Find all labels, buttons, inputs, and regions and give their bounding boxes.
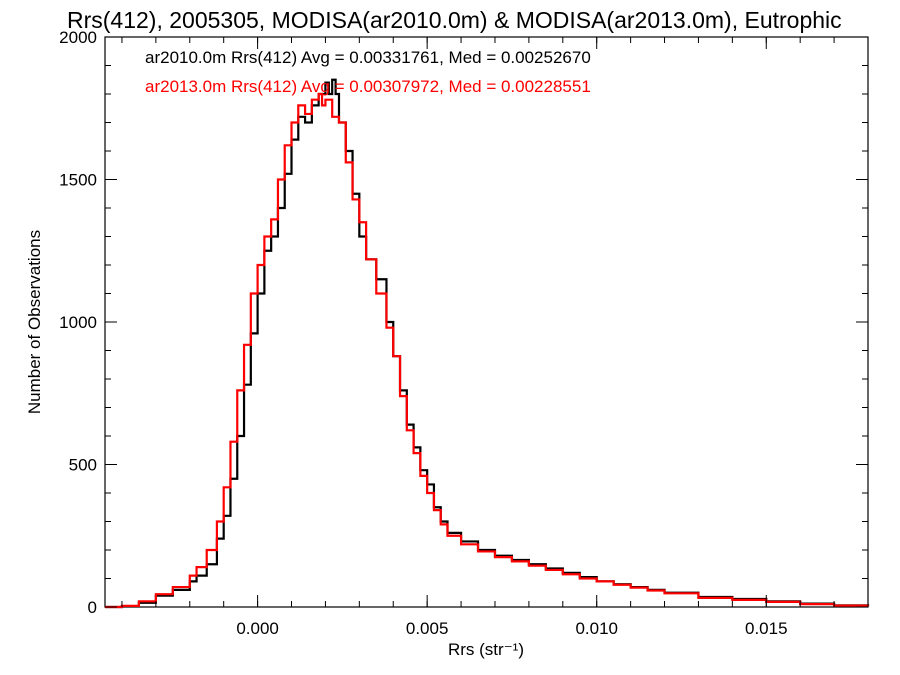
y-tick-label: 1000 <box>59 313 97 332</box>
x-axis-label: Rrs (str⁻¹) <box>448 640 524 659</box>
chart-title: Rrs(412), 2005305, MODISA(ar2010.0m) & M… <box>67 7 842 33</box>
x-tick-label: 0.015 <box>745 619 788 638</box>
legend-entry-ar2010: ar2010.0m Rrs(412) Avg = 0.00331761, Med… <box>145 48 591 67</box>
y-tick-label: 2000 <box>59 28 97 47</box>
y-tick-label: 500 <box>69 456 97 475</box>
ticks-layer: 0.000 0.005 0.010 0.015 0 500 1000 1500 2000 <box>59 28 869 638</box>
legend-entry-ar2013: ar2013.0m Rrs(412) Avg = 0.00307972, Med… <box>145 77 591 96</box>
y-axis-label: Number of Observations <box>25 230 44 414</box>
y-tick-label: 1500 <box>59 171 97 190</box>
series-line-ar2013-0m <box>105 92 870 609</box>
x-tick-label: 0.005 <box>406 619 449 638</box>
x-tick-label: 0.000 <box>236 619 279 638</box>
y-tick-label: 0 <box>88 598 97 617</box>
series-layer <box>105 78 870 609</box>
series-line-ar2010-0m <box>105 78 870 609</box>
x-tick-label: 0.010 <box>575 619 618 638</box>
